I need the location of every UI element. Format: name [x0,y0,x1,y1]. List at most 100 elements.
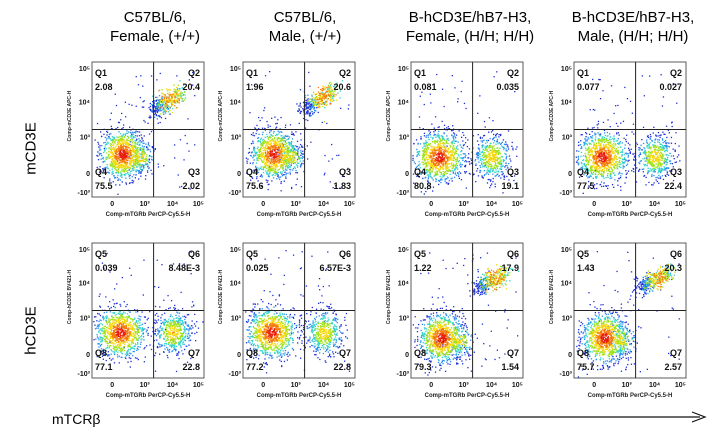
quadrant-value: 75.7 [577,362,595,372]
column-header-line1: B-hCD3E/hB7-H3, [408,9,532,26]
panel-y-axis-label: Comp-mCD3E APC-H [218,90,224,141]
panel-x-axis-label: Comp-mTGRb PerCP-Cy5.5-H [425,393,510,399]
x-tick-label: 10⁴ [486,382,498,389]
flow-panel-mcd3e-3: Q1 0.081 Q2 0.035 Q3 19.1 Q4 80.8 -10³ 0 10³ 10⁴ 10⁵… [383,61,535,223]
row-label-mcd3e: mCD3E [22,122,40,175]
event-dots [245,250,351,374]
quadrant-name: Q4 [246,167,258,177]
y-tick-label: 10⁵ [79,66,90,73]
column-header-line1: B-hCD3E/hB7-H3, [571,9,695,26]
x-tick-label: 10⁵ [193,201,204,208]
panel-y-axis-label: Comp-hCD3E BV421-H [386,270,392,325]
quadrant-value: 2.08 [95,82,113,92]
quadrant-value: 6.57E-3 [319,263,351,273]
quadrant-value: 80.8 [414,181,432,191]
quadrant-name: Q3 [339,167,351,177]
y-tick-label: 10⁴ [561,100,573,107]
y-tick-label: 0 [86,171,90,178]
quadrant-value: 79.3 [414,362,432,372]
y-tick-label: 10³ [231,135,242,142]
column-header-4: B-hCD3E/hB7-H3, Male, (H/H; H/H) [548,8,718,46]
flow-plot-svg: Q5 1.22 Q6 17.9 Q7 1.54 Q8 79.3 -10³ 0 10³ 10⁴ 10⁵ 0 1… [386,242,524,399]
column-header-line2: Male, (H/H; H/H) [577,28,689,45]
y-tick-label: 10³ [562,135,573,142]
y-tick-label: 10⁵ [79,247,90,254]
panel-x-axis-label: Comp-mTGRb PerCP-Cy5.5-H [106,393,191,399]
flow-plot-svg: Q1 0.081 Q2 0.035 Q3 19.1 Q4 80.8 -10³ 0 10³ 10⁴ 10⁵… [386,61,524,218]
y-tick-label: -10³ [397,371,410,378]
flow-plot-svg: Q5 0.025 Q6 6.57E-3 Q7 22.8 Q8 77.2 -10³ 0 10³ 10⁴ 1… [218,242,356,399]
quadrant-name: Q5 [414,249,426,259]
quadrant-name: Q8 [414,348,426,358]
quadrant-value: 0.081 [414,82,437,92]
flow-panel-mcd3e-1: Q1 2.08 Q2 20.4 Q3 2.02 Q4 75.5 -10³ 0 10³ 10⁴ 10⁵ 0 1… [64,61,216,223]
panel-y-axis-label: Comp-hCD3E BV421-H [67,270,73,325]
quadrant-name: Q7 [507,348,519,358]
event-dots [245,71,350,192]
quadrant-value: 1.96 [246,82,264,92]
quadrant-value: 2.02 [182,181,200,191]
y-tick-label: -10³ [78,371,91,378]
quadrant-value: 20.3 [664,263,682,273]
y-tick-label: 10³ [231,316,242,323]
x-tick-label: 10³ [140,382,151,389]
panel-x-axis-label: Comp-mTGRb PerCP-Cy5.5-H [588,212,673,218]
x-tick-label: 0 [261,201,265,208]
quadrant-name: Q6 [507,249,519,259]
y-tick-label: 10⁴ [398,281,410,288]
quadrant-value: 19.1 [501,181,519,191]
y-tick-label: 10⁵ [230,66,241,73]
flow-plot-svg: Q1 2.08 Q2 20.4 Q3 2.02 Q4 75.5 -10³ 0 10³ 10⁴ 10⁵ 0 1… [67,61,205,218]
y-tick-label: 10³ [399,316,410,323]
flow-plot-svg: Q1 0.077 Q2 0.027 Q3 22.4 Q4 77.5 -10³ 0 10³ 10⁴ 10⁵… [549,61,687,218]
y-tick-label: -10³ [229,371,242,378]
column-header-line2: Female, (H/H; H/H) [405,28,535,45]
flow-plot-svg: Q5 0.039 Q6 8.48E-3 Q7 22.8 Q8 77.1 -10³ 0 10³ 10⁴ 1… [67,242,205,399]
y-tick-label: 0 [237,171,241,178]
quadrant-value: 0.039 [95,263,118,273]
x-tick-label: 10⁵ [675,201,686,208]
quadrant-value: 75.6 [246,181,264,191]
x-tick-label: 10⁵ [675,382,686,389]
event-dots [94,71,199,195]
column-header-1: C57BL/6, Female, (+/+) [70,8,240,46]
y-tick-label: 10⁴ [398,100,410,107]
x-tick-label: 10⁵ [512,201,523,208]
y-tick-label: 0 [568,171,572,178]
event-dots [412,252,520,376]
column-header-3: B-hCD3E/hB7-H3, Female, (H/H; H/H) [385,8,555,46]
y-tick-label: 10³ [80,135,91,142]
flow-panel-mcd3e-4: Q1 0.077 Q2 0.027 Q3 22.4 Q4 77.5 -10³ 0 10³ 10⁴ 10⁵… [546,61,698,223]
quadrant-name: Q3 [507,167,519,177]
panel-x-axis-label: Comp-mTGRb PerCP-Cy5.5-H [588,393,673,399]
flow-panel-hcd3e-3: Q5 1.22 Q6 17.9 Q7 1.54 Q8 79.3 -10³ 0 10³ 10⁴ 10⁵ 0 1… [383,242,535,404]
x-tick-label: 10³ [140,201,151,208]
y-tick-label: 0 [405,352,409,359]
quadrant-name: Q3 [188,167,200,177]
x-tick-label: 0 [110,201,114,208]
quadrant-value: 0.025 [246,263,269,273]
x-tick-label: 0 [110,382,114,389]
x-axis-arrow [120,411,707,423]
quadrant-name: Q1 [246,68,258,78]
y-tick-label: 10⁵ [398,247,409,254]
x-tick-label: 10³ [291,201,302,208]
quadrant-name: Q8 [95,348,107,358]
quadrant-name: Q7 [339,348,351,358]
quadrant-name: Q7 [670,348,682,358]
y-tick-label: 10³ [80,316,91,323]
quadrant-value: 0.027 [659,82,682,92]
quadrant-value: 22.8 [333,362,351,372]
quadrant-name: Q4 [577,167,589,177]
quadrant-name: Q7 [188,348,200,358]
quadrant-name: Q5 [577,249,589,259]
panel-y-axis-label: Comp-mCD3E APC-H [67,90,73,141]
quadrant-name: Q5 [246,249,258,259]
quadrant-value: 1.54 [501,362,519,372]
event-dots [412,71,518,195]
panel-y-axis-label: Comp-mCD3E APC-H [549,90,555,141]
column-header-line2: Male, (+/+) [268,28,342,45]
quadrant-name: Q1 [577,68,589,78]
column-header-line1: C57BL/6, [273,9,337,26]
flow-panel-hcd3e-1: Q5 0.039 Q6 8.48E-3 Q7 22.8 Q8 77.1 -10³ 0 10³ 10⁴ 1… [64,242,216,404]
